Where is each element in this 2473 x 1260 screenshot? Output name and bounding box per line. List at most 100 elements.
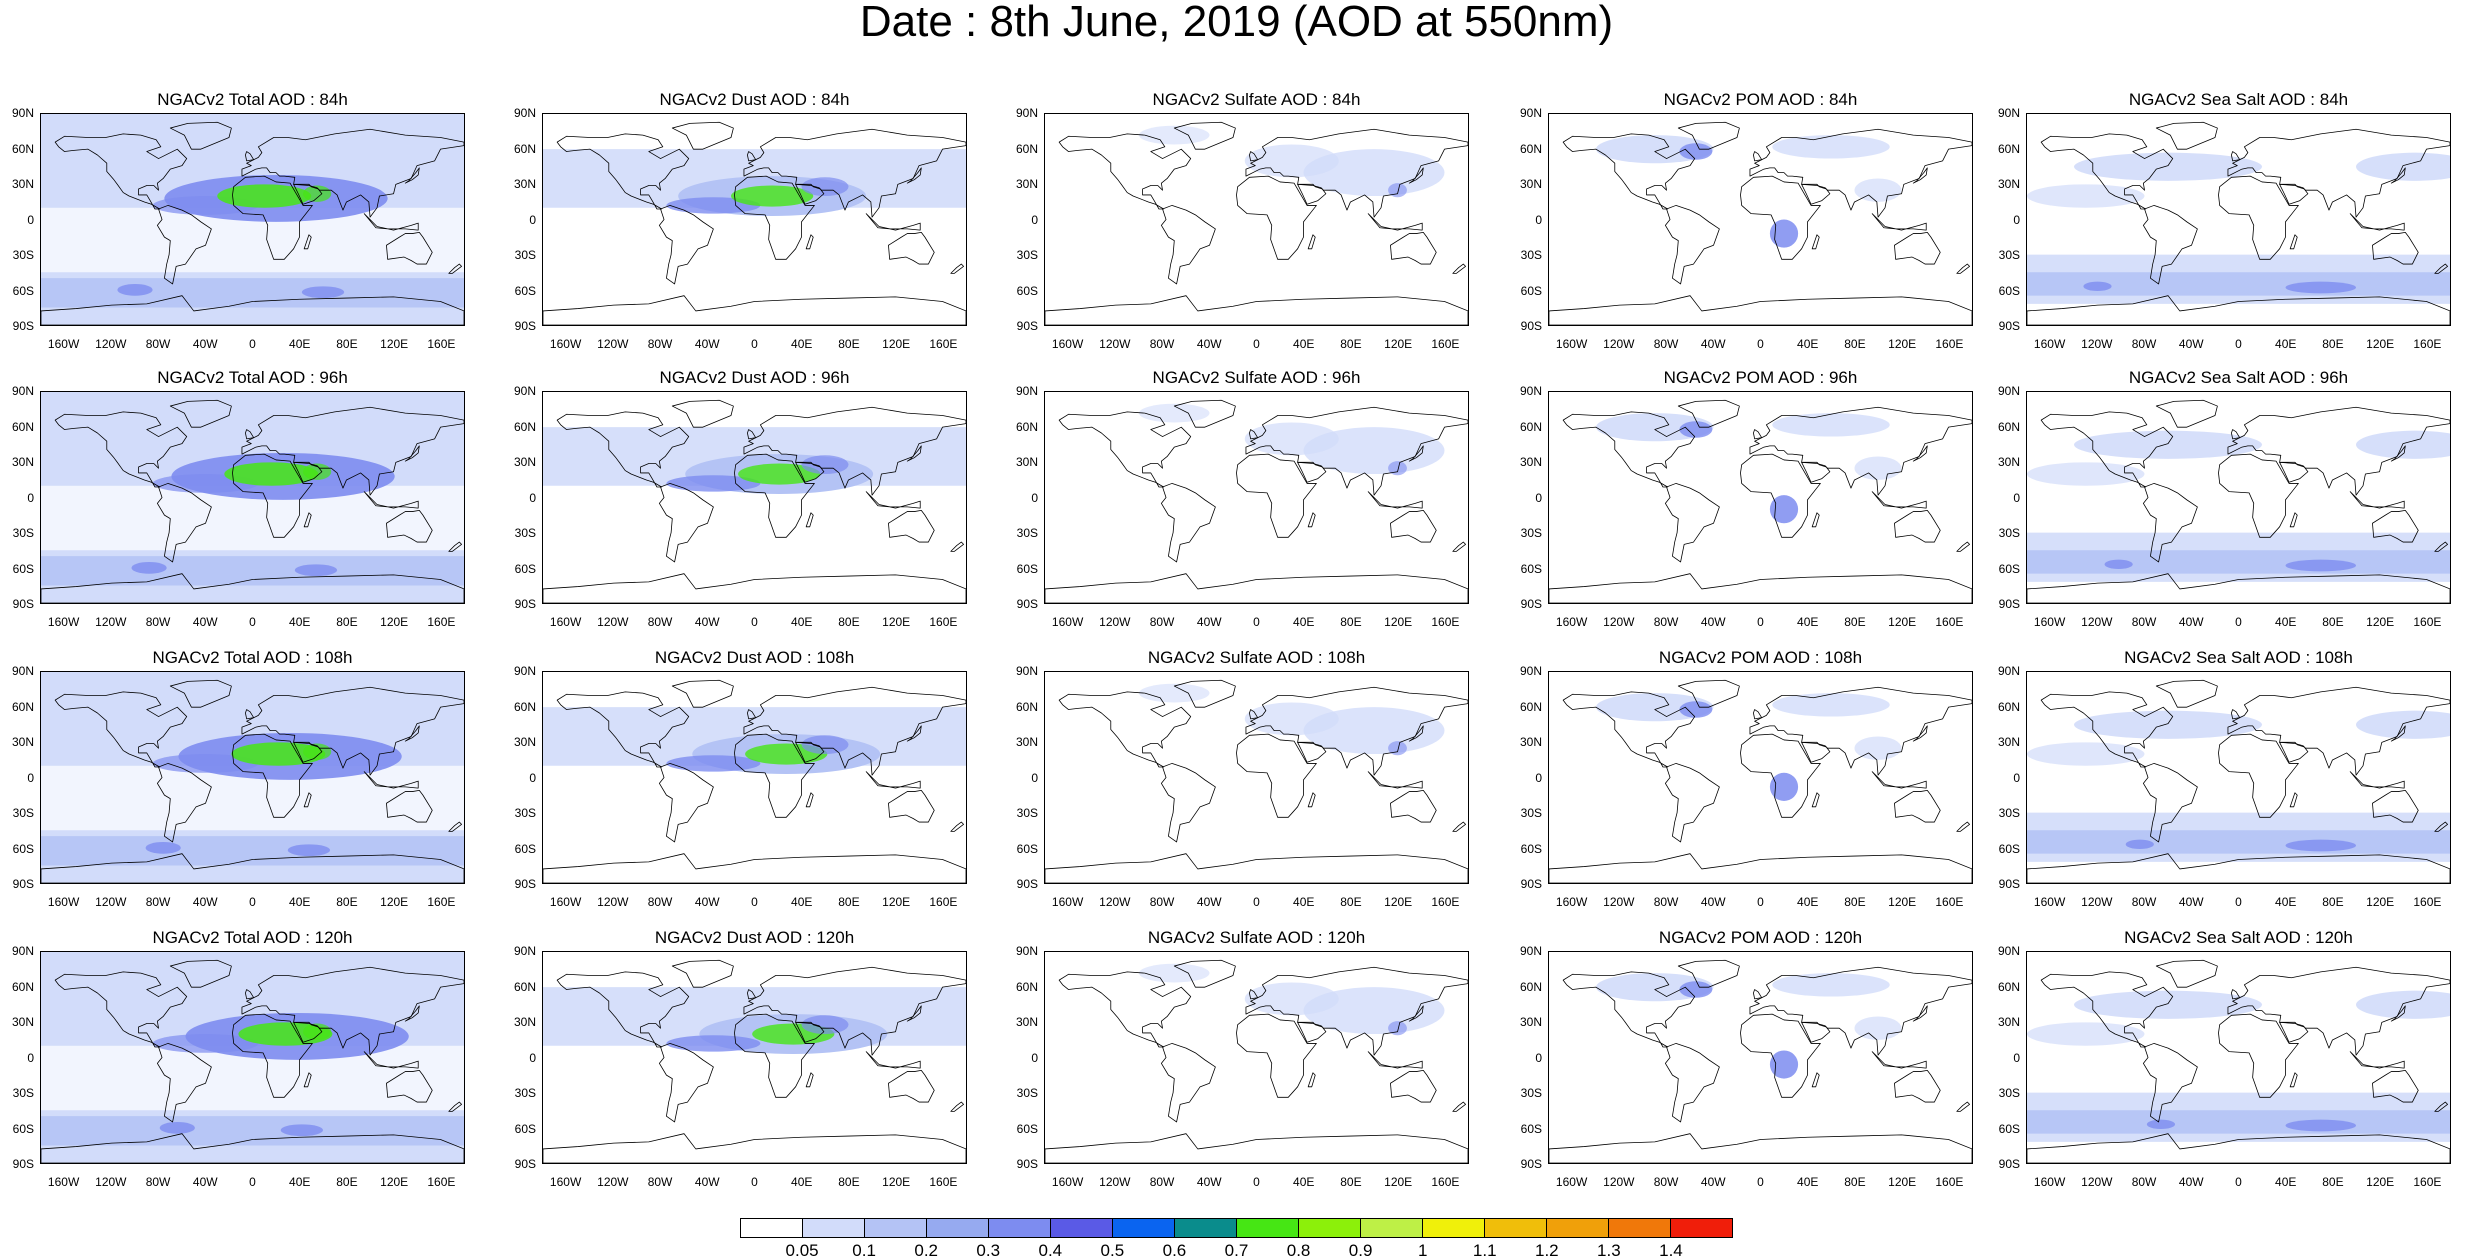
coastline-africa	[232, 1013, 313, 1098]
coastline-indonesia	[865, 491, 921, 509]
coastline-madagascar	[303, 1072, 312, 1088]
colorbar-label: 1.3	[1597, 1241, 1621, 1260]
lon-tick-label: 40W	[1196, 615, 1222, 629]
panel-title: NGACv2 Sulfate AOD : 96h	[1152, 368, 1361, 387]
coastline-antarctica	[1045, 295, 1468, 325]
coastline-australia	[888, 509, 935, 543]
coastline-japan	[2390, 1005, 2406, 1022]
coastline-indonesia	[2349, 491, 2405, 509]
lon-tick-label: 80W	[145, 615, 171, 629]
lon-tick-label: 0	[249, 615, 256, 629]
lat-tick-label: 90N	[1519, 944, 1542, 958]
lon-tick-label: 40E	[289, 337, 311, 351]
lon-tick-label: 80E	[336, 337, 358, 351]
lat-tick-label: 60S	[1520, 1121, 1542, 1136]
lon-tick-label: 120E	[1384, 895, 1413, 909]
coastline-arabia	[2279, 461, 2309, 483]
lon-tick-label: 160W	[549, 615, 582, 629]
coastline-north-america	[54, 691, 188, 768]
lon-tick-label: 80E	[1340, 337, 1362, 351]
map-plot-area	[1548, 391, 1973, 604]
lon-tick-label: 0	[2235, 337, 2242, 351]
coastline-uk	[245, 151, 255, 162]
panel-title: NGACv2 Sulfate AOD : 108h	[1147, 648, 1366, 667]
coastline-africa	[232, 175, 313, 260]
coastline-madagascar	[1307, 234, 1316, 250]
lat-tick-label: 30N	[1519, 735, 1542, 749]
coastline-greenland	[1173, 959, 1236, 988]
coastline-uk	[1249, 151, 1259, 162]
map-panel-sulfate-120h: NGACv2 Sulfate AOD : 120h 90N 60N 30N 0 30S 60…	[1004, 928, 1507, 1198]
coastline-new-zealand	[1956, 263, 1971, 274]
coastline-arabia	[293, 461, 323, 483]
lon-tick-label: 40E	[791, 1175, 813, 1189]
map-panel-seasalt-120h: NGACv2 Sea Salt AOD : 120h 90N 60N 30N 0 30S 6…	[1986, 928, 2473, 1198]
lon-tick-label: 160W	[1051, 615, 1084, 629]
lat-tick-label: 90N	[513, 384, 536, 398]
lat-tick-label: 90S	[1520, 877, 1542, 891]
coastline-japan	[1912, 1005, 1928, 1022]
coastline-eurasia	[1749, 686, 1972, 776]
coastline-eurasia	[743, 406, 966, 496]
lat-tick-label: 60S	[1016, 561, 1038, 576]
lon-tick-label: 120W	[2081, 337, 2113, 351]
coastline-north-america	[1562, 411, 1696, 488]
lon-tick-label: 40W	[1196, 337, 1222, 351]
lon-tick-label: 40W	[694, 337, 720, 351]
panel-title: NGACv2 Dust AOD : 84h	[659, 90, 850, 109]
coastline-south-america	[1664, 763, 1720, 843]
lon-tick-label: 80W	[2131, 1175, 2157, 1189]
lat-tick-label: 60S	[514, 1121, 536, 1136]
lon-tick-label: 120E	[882, 895, 911, 909]
lat-tick-label: 60S	[1016, 1121, 1038, 1136]
lon-tick-label: 40E	[1797, 615, 1819, 629]
coastline-australia	[386, 1069, 433, 1103]
lat-tick-label: 90S	[12, 319, 34, 333]
coastline-uk	[747, 709, 757, 720]
coastline-australia	[1894, 509, 1941, 543]
coastline-australia	[2372, 509, 2419, 543]
coastline-south-america	[658, 205, 714, 285]
coastline-north-america	[54, 133, 188, 210]
coastline-madagascar	[2289, 1072, 2298, 1088]
coastline-north-america	[1058, 691, 1192, 768]
colorbar-label: 0.6	[1162, 1241, 1187, 1260]
lon-tick-label: 80W	[647, 337, 673, 351]
lon-tick-label: 40W	[1196, 1175, 1222, 1189]
lat-tick-label: 90S	[514, 597, 536, 611]
coastline-arabia	[1297, 741, 1327, 763]
lat-tick-label: 30S	[1016, 248, 1038, 262]
lon-tick-label: 0	[249, 337, 256, 351]
lon-tick-label: 80E	[336, 615, 358, 629]
coastline-japan	[404, 1005, 420, 1022]
lat-tick-label: 30S	[12, 526, 34, 540]
lon-tick-label: 160E	[1935, 1175, 1964, 1189]
panel-title: NGACv2 Dust AOD : 120h	[654, 928, 855, 947]
colorbar-label: 0.5	[1100, 1241, 1125, 1260]
lon-tick-label: 120E	[1384, 615, 1413, 629]
coastline-north-america	[556, 411, 690, 488]
colorbar-swatch	[1671, 1219, 1732, 1237]
lat-tick-label: 30S	[1998, 526, 2020, 540]
aod-map	[1549, 121, 1972, 325]
colorbar-label: 0.05	[785, 1241, 819, 1260]
coastline-north-america	[2040, 411, 2174, 488]
lon-tick-label: 0	[249, 895, 256, 909]
lon-tick-label: 120E	[882, 1175, 911, 1189]
coastline-australia	[2372, 231, 2419, 265]
map-panel-dust-120h: NGACv2 Dust AOD : 120h 90N 60N 30N 0 30S 60S 90…	[502, 928, 1005, 1198]
lon-tick-label: 120E	[1384, 337, 1413, 351]
coastline-antarctica	[41, 573, 464, 603]
coastline-eurasia	[2227, 406, 2450, 496]
lon-tick-label: 80E	[838, 337, 860, 351]
lon-tick-label: 120W	[1603, 895, 1635, 909]
lon-tick-label: 160E	[2413, 895, 2442, 909]
map-panel-sulfate-96h: NGACv2 Sulfate AOD : 96h 90N 60N 30N 0 30S 60S…	[1004, 368, 1507, 638]
lon-tick-label: 120E	[882, 615, 911, 629]
lon-tick-label: 80W	[1149, 1175, 1175, 1189]
lon-tick-label: 80W	[647, 895, 673, 909]
coastline-africa	[2218, 1013, 2299, 1098]
coastline-africa	[1740, 733, 1821, 818]
colorbar-label: 0.3	[976, 1241, 1001, 1260]
coastline-south-america	[658, 763, 714, 843]
